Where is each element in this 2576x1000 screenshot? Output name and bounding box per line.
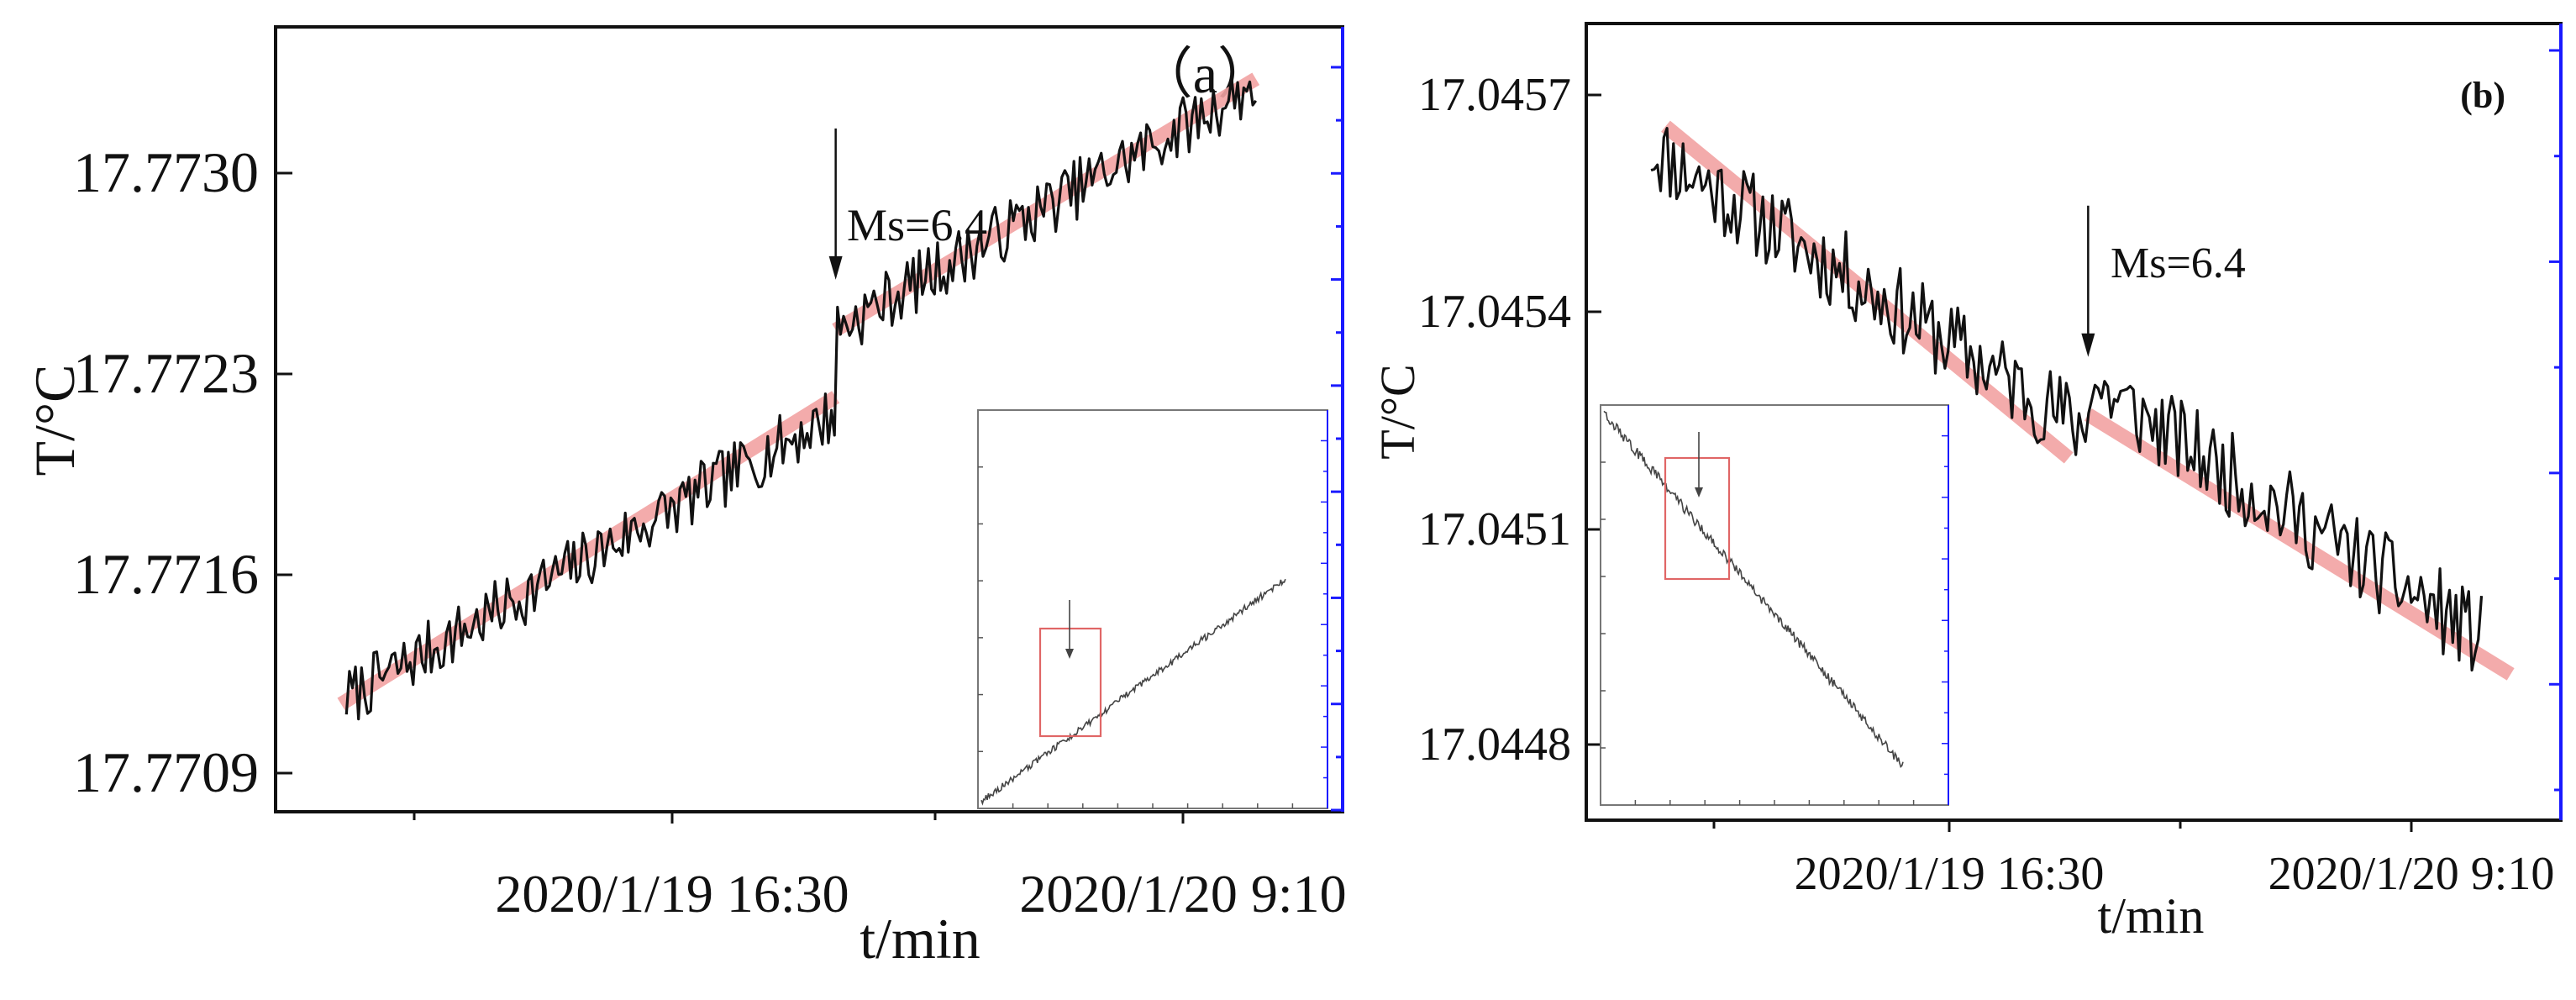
panel-a-inset-highlight-box xyxy=(1038,627,1102,738)
panel-a-x-tick-label-1: 2020/1/19 16:30 xyxy=(495,864,849,924)
panel-b-y-ticks xyxy=(1586,93,1601,746)
panel-a-y-tick-label-3: 17.7723 xyxy=(73,341,259,405)
panel-a-y-ticks xyxy=(276,171,292,775)
panel-a-inset-arrowhead xyxy=(1065,649,1074,659)
panel-a-inset-frame xyxy=(977,409,1328,809)
panel-b-label: (b) xyxy=(2460,75,2505,116)
panel-a-fit-line-1 xyxy=(337,391,840,711)
panel-b-x-ticks xyxy=(1712,820,2413,832)
panel-a-annotation-arrowhead xyxy=(828,255,843,280)
panel-b-y-axis-label: T/°C xyxy=(1370,364,1425,459)
panel-b-fit-line-2 xyxy=(2084,408,2515,681)
panel-a-y-tick-label-1: 17.7709 xyxy=(73,740,259,804)
panel-b-inset-ticks xyxy=(1601,434,1948,805)
panel-b-y-tick-label-2: 17.0451 xyxy=(1418,503,1571,555)
panel-a-annotation: Ms=6.4 xyxy=(847,200,987,250)
panel-a-x-ticks xyxy=(413,812,1185,824)
panel-b-inset xyxy=(1600,404,1949,806)
panel-b-data-series xyxy=(1650,127,2484,672)
panel-b-inset-frame xyxy=(1600,404,1949,806)
panel-a-data-series xyxy=(344,76,1258,721)
panel-a-right-ticks xyxy=(1331,66,1343,812)
panel-b-y-tick-label-3: 17.0454 xyxy=(1418,286,1571,338)
panel-a-y-tick-label-4: 17.7730 xyxy=(73,140,259,204)
panel-b-right-ticks xyxy=(2549,49,2561,792)
panel-b-inset-arrowhead xyxy=(1695,487,1703,497)
panel-b-y-tick-label-4: 17.0457 xyxy=(1418,69,1571,121)
panel-a-inset xyxy=(977,409,1328,809)
panel-b-inset-highlight-box xyxy=(1664,456,1731,581)
panel-a-x-axis-label: t/min xyxy=(860,907,980,971)
panel-a-x-tick-label-2: 2020/1/20 9:10 xyxy=(1019,864,1346,924)
panel-a-y-tick-label-2: 17.7716 xyxy=(73,542,259,606)
panel-b-annotation: Ms=6.4 xyxy=(2111,239,2246,287)
panel-b-y-tick-label-1: 17.0448 xyxy=(1418,718,1571,771)
panel-b-x-tick-label-2: 2020/1/20 9:10 xyxy=(2268,848,2555,900)
panel-b-inset-series xyxy=(1603,410,1904,769)
panel-a-inset-series xyxy=(980,578,1286,806)
panel-b: 17.0448 17.0451 17.0454 17.0457 2020/1/1… xyxy=(1370,22,2563,944)
panel-a-inset-ticks xyxy=(978,439,1327,808)
panel-b-x-axis-label: t/min xyxy=(2098,888,2205,944)
panel-b-x-tick-label-1: 2020/1/19 16:30 xyxy=(1795,848,2105,900)
panel-a-y-axis-label: T/°C xyxy=(23,365,87,476)
panel-b-annotation-arrowhead xyxy=(2081,333,2095,357)
panel-a: 17.7709 17.7716 17.7723 17.7730 2020/1/1… xyxy=(23,25,1347,971)
